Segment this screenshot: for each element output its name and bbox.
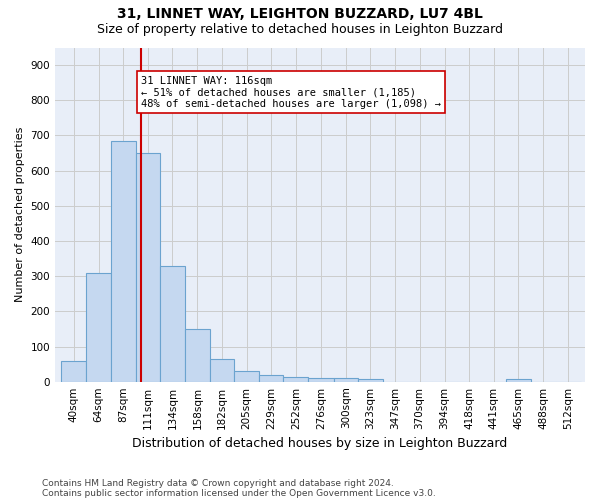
Bar: [234, 371, 259, 382]
Bar: [283, 378, 308, 382]
Bar: [506, 379, 530, 382]
Bar: [185, 329, 210, 382]
Bar: [358, 379, 383, 382]
Bar: [210, 359, 234, 382]
Bar: [160, 266, 185, 382]
Bar: [259, 376, 283, 382]
Bar: [86, 272, 110, 382]
Bar: [334, 378, 358, 382]
Bar: [308, 378, 334, 382]
Y-axis label: Number of detached properties: Number of detached properties: [15, 127, 25, 302]
Bar: [110, 140, 136, 382]
Text: Contains HM Land Registry data © Crown copyright and database right 2024.: Contains HM Land Registry data © Crown c…: [42, 478, 394, 488]
Text: Contains public sector information licensed under the Open Government Licence v3: Contains public sector information licen…: [42, 488, 436, 498]
X-axis label: Distribution of detached houses by size in Leighton Buzzard: Distribution of detached houses by size …: [133, 437, 508, 450]
Bar: [61, 360, 86, 382]
Text: Size of property relative to detached houses in Leighton Buzzard: Size of property relative to detached ho…: [97, 22, 503, 36]
Text: 31 LINNET WAY: 116sqm
← 51% of detached houses are smaller (1,185)
48% of semi-d: 31 LINNET WAY: 116sqm ← 51% of detached …: [141, 76, 441, 109]
Bar: [136, 153, 160, 382]
Text: 31, LINNET WAY, LEIGHTON BUZZARD, LU7 4BL: 31, LINNET WAY, LEIGHTON BUZZARD, LU7 4B…: [117, 8, 483, 22]
